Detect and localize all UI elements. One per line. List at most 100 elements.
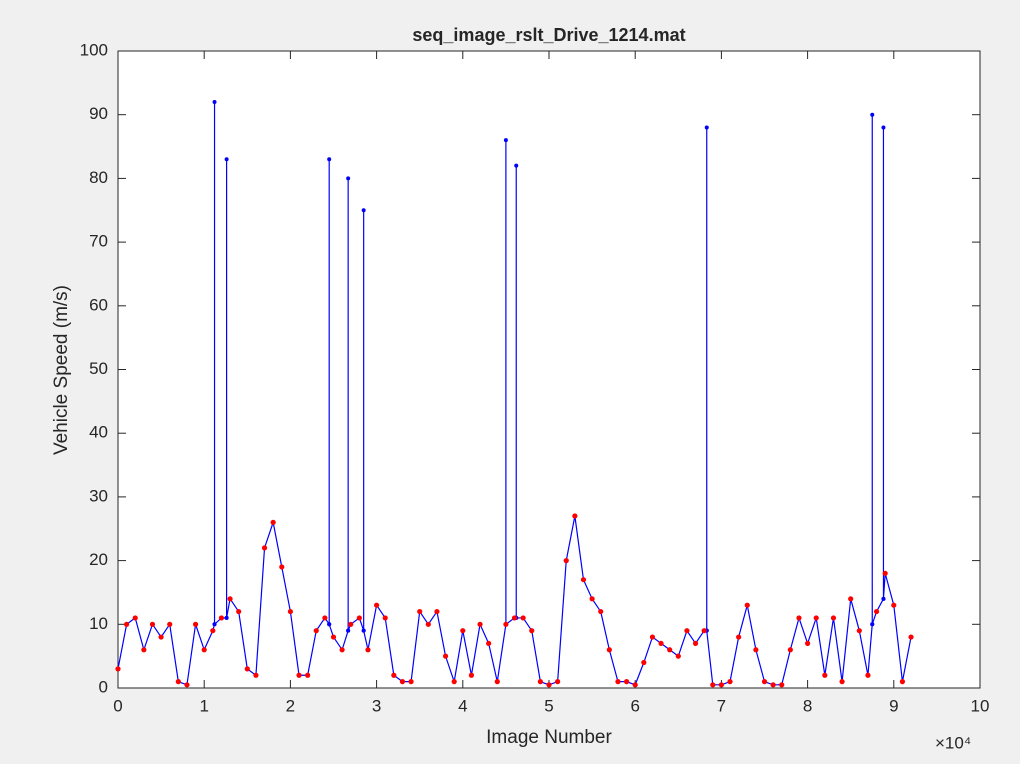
red-point: [425, 621, 431, 627]
red-point: [675, 653, 681, 659]
speed-point: [346, 628, 351, 633]
red-point: [434, 608, 440, 615]
red-point: [615, 679, 621, 685]
red-point: [623, 679, 630, 685]
x-tick-label: 1: [199, 696, 208, 715]
x-tick-label: 5: [544, 696, 553, 715]
red-point: [770, 682, 776, 688]
red-point: [865, 672, 871, 678]
red-point: [511, 615, 518, 621]
red-point: [779, 682, 785, 688]
red-point: [296, 672, 302, 678]
red-point: [899, 679, 906, 685]
red-point: [537, 679, 543, 685]
red-point: [908, 634, 914, 640]
y-tick-label: 70: [89, 232, 108, 251]
speed-point: [346, 176, 351, 181]
red-point: [408, 679, 414, 685]
red-point: [339, 647, 345, 653]
red-point: [253, 672, 259, 678]
y-tick-label: 0: [99, 677, 108, 696]
y-tick-label: 60: [89, 295, 108, 314]
speed-point: [881, 596, 886, 601]
speed-point: [870, 112, 875, 117]
x-tick-label: 4: [458, 696, 467, 715]
red-point: [830, 615, 837, 621]
y-tick-label: 40: [89, 423, 108, 442]
red-point: [667, 647, 673, 653]
red-point: [279, 564, 285, 570]
red-point: [158, 634, 164, 640]
red-point: [184, 682, 190, 688]
speed-point: [327, 622, 332, 627]
red-point: [563, 558, 569, 564]
red-point: [460, 628, 466, 634]
red-point: [141, 647, 147, 653]
red-point: [468, 672, 475, 678]
red-point: [330, 634, 337, 640]
red-point: [632, 682, 638, 688]
x-tick-label: 6: [630, 696, 639, 715]
red-point: [442, 653, 449, 659]
x-tick-label: 2: [286, 696, 295, 715]
x-tick-label: 8: [803, 696, 812, 715]
red-point: [218, 615, 225, 621]
red-point: [580, 577, 587, 583]
red-point: [589, 596, 595, 602]
red-point: [891, 602, 897, 608]
speed-line: [117, 101, 912, 686]
axes-box: [117, 50, 981, 689]
red-point: [391, 672, 397, 678]
speed-point: [224, 615, 229, 620]
x-tick-label: 0: [113, 696, 122, 715]
red-point: [322, 615, 328, 621]
red-point: [261, 545, 268, 551]
red-point: [175, 679, 181, 685]
red-point: [132, 615, 138, 621]
speed-point: [327, 157, 332, 162]
x-axis-label: Image Number: [486, 727, 612, 748]
red-point: [658, 640, 664, 647]
axes-background: [118, 51, 980, 688]
red-point: [805, 640, 811, 647]
speed-point: [870, 622, 875, 627]
red-point: [546, 682, 552, 688]
red-point: [201, 647, 207, 653]
red-point: [365, 647, 371, 653]
red-point: [736, 634, 742, 640]
y-tick-label: 10: [89, 614, 108, 633]
x-tick-label: 7: [717, 696, 726, 715]
red-point: [787, 647, 793, 653]
speed-point: [361, 628, 366, 633]
red-point: [356, 615, 362, 621]
x-tick-label: 9: [889, 696, 898, 715]
red-point: [494, 679, 500, 685]
red-point: [149, 621, 156, 627]
red-point: [486, 640, 492, 647]
speed-point: [503, 138, 508, 143]
red-point: [520, 615, 526, 621]
red-point: [641, 659, 647, 666]
y-tick-label: 50: [89, 359, 108, 378]
red-point: [649, 634, 656, 640]
speed-point: [212, 99, 217, 104]
red-point: [692, 640, 699, 647]
red-point: [529, 628, 535, 634]
red-point: [348, 621, 354, 627]
speed-point: [224, 157, 229, 162]
red-point: [882, 570, 888, 576]
red-point: [873, 608, 880, 615]
speed-point: [212, 622, 217, 627]
red-point: [374, 602, 380, 608]
red-point: [477, 621, 483, 627]
y-axis-label: Vehicle Speed (m/s): [51, 285, 72, 455]
red-point: [451, 679, 457, 685]
red-point: [710, 682, 716, 688]
red-point: [684, 628, 690, 634]
red-point: [115, 666, 121, 672]
chart-title: seq_image_rslt_Drive_1214.mat: [412, 25, 685, 45]
red-point: [305, 672, 311, 678]
x-tick-label: 10: [971, 696, 990, 715]
red-point: [503, 621, 509, 627]
